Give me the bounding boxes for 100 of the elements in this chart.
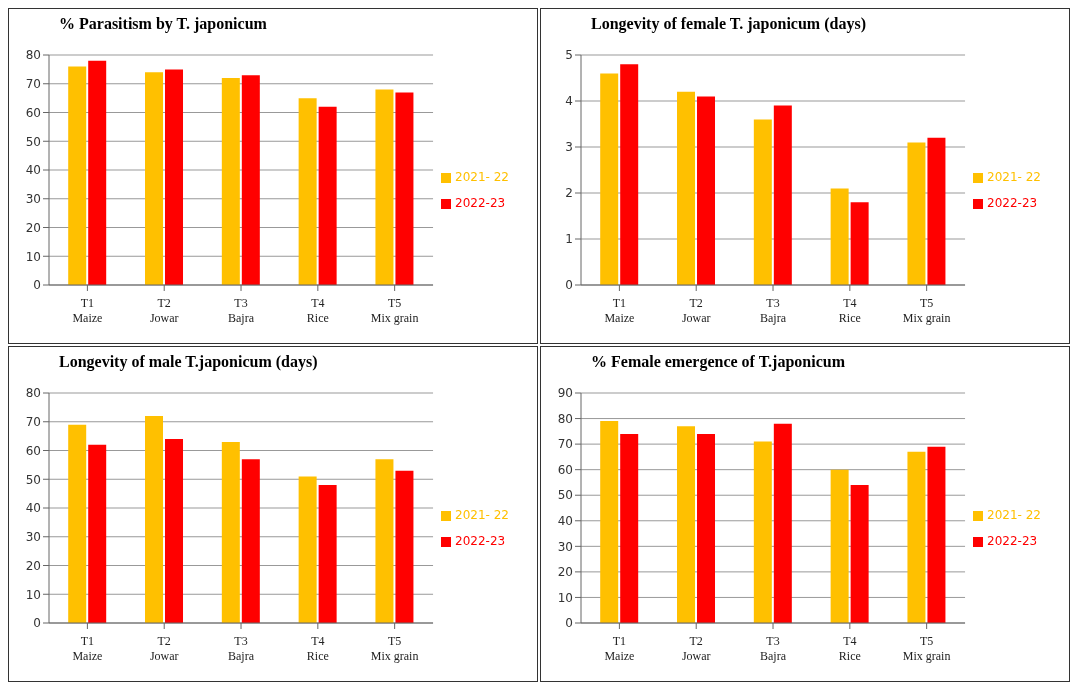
y-tick-label: 20 (25, 220, 41, 235)
y-tick-label: 80 (25, 48, 41, 63)
bar (620, 64, 639, 285)
bar (753, 441, 772, 623)
bar (68, 424, 87, 623)
bar (88, 444, 107, 623)
bar (221, 78, 240, 285)
y-tick-label: 0 (565, 278, 573, 293)
x-tick-label: T2 Jowar (149, 296, 179, 325)
y-tick-label: 10 (557, 590, 573, 605)
bar (318, 485, 337, 623)
bar (241, 459, 260, 623)
y-tick-label: 80 (557, 411, 573, 426)
bar (241, 75, 260, 285)
y-tick-label: 30 (557, 539, 573, 554)
bar (753, 119, 772, 285)
x-tick-label: T5 Mix grain (902, 634, 951, 663)
bar (88, 60, 107, 285)
y-tick-label: 70 (557, 437, 573, 452)
y-tick-label: 40 (557, 514, 573, 529)
y-tick-label: 60 (25, 105, 41, 120)
bar (221, 441, 240, 623)
y-tick-label: 80 (25, 386, 41, 401)
x-tick-label: T3 Bajra (228, 296, 255, 325)
bar (620, 433, 639, 623)
bar (298, 98, 317, 285)
y-tick-label: 60 (25, 443, 41, 458)
bar (145, 72, 164, 285)
x-tick-label: T3 Bajra (760, 296, 787, 325)
chart-title: Longevity of female T. japonicum (days) (590, 15, 867, 35)
x-tick-label: T4 Rice (838, 634, 861, 663)
legend-label: 2022-23 (455, 534, 506, 548)
y-tick-label: 70 (25, 415, 41, 430)
y-tick-label: 40 (25, 501, 41, 516)
bar (697, 96, 716, 285)
x-tick-label: T5 Mix grain (902, 296, 951, 325)
x-tick-label: T2 Jowar (681, 296, 711, 325)
legend-label: 2021- 22 (987, 508, 1041, 522)
bar (375, 459, 394, 623)
x-tick-label: T1 Maize (72, 296, 103, 325)
legend-label: 2021- 22 (987, 170, 1041, 184)
x-tick-label: T1 Maize (604, 634, 635, 663)
y-tick-label: 5 (565, 48, 573, 63)
y-tick-label: 90 (557, 386, 573, 401)
y-tick-label: 60 (557, 462, 573, 477)
x-tick-label: T2 Jowar (681, 634, 711, 663)
bar (677, 91, 696, 285)
chart-title: Longevity of male T.japonicum (days) (58, 353, 319, 373)
bar (375, 89, 394, 285)
bar (677, 426, 696, 623)
bar (600, 73, 619, 285)
x-tick-label: T5 Mix grain (370, 634, 419, 663)
y-tick-label: 2 (565, 186, 573, 201)
bar (927, 446, 946, 623)
y-tick-label: 10 (25, 249, 41, 264)
legend-label: 2021- 22 (455, 508, 509, 522)
bar (165, 439, 184, 623)
bar (68, 66, 87, 285)
bar (773, 105, 792, 285)
x-tick-label: T3 Bajra (760, 634, 787, 663)
y-tick-label: 0 (565, 616, 573, 631)
y-tick-label: 40 (25, 163, 41, 178)
y-tick-label: 70 (25, 77, 41, 92)
bar (600, 421, 619, 623)
x-tick-label: T4 Rice (306, 296, 329, 325)
y-tick-label: 30 (25, 192, 41, 207)
bar (907, 451, 926, 623)
bar (395, 470, 414, 623)
y-tick-label: 20 (557, 565, 573, 580)
x-tick-label: T1 Maize (72, 634, 103, 663)
bar (395, 92, 414, 285)
bar (298, 476, 317, 623)
x-tick-label: T4 Rice (306, 634, 329, 663)
y-tick-label: 30 (25, 530, 41, 545)
bar (773, 423, 792, 623)
y-tick-label: 50 (25, 472, 41, 487)
legend-label: 2022-23 (987, 196, 1038, 210)
x-tick-label: T5 Mix grain (370, 296, 419, 325)
bar (145, 416, 164, 623)
legend-label: 2021- 22 (455, 170, 509, 184)
bar (927, 137, 946, 285)
legend-label: 2022-23 (455, 196, 506, 210)
bar (850, 485, 869, 623)
chart-title: % Parasitism by T. japonicum (58, 15, 268, 35)
y-tick-label: 0 (33, 278, 41, 293)
y-tick-label: 50 (557, 488, 573, 503)
bar (318, 106, 337, 285)
y-tick-label: 0 (33, 616, 41, 631)
x-tick-label: T3 Bajra (228, 634, 255, 663)
chart-title: % Female emergence of T.japonicum (590, 353, 846, 373)
y-tick-label: 4 (565, 94, 573, 109)
x-tick-label: T4 Rice (838, 296, 861, 325)
legend-label: 2022-23 (987, 534, 1038, 548)
x-tick-label: T1 Maize (604, 296, 635, 325)
bar (165, 69, 184, 285)
bar (907, 142, 926, 285)
bar (697, 433, 716, 623)
y-tick-label: 10 (25, 587, 41, 602)
bar (830, 188, 849, 285)
y-tick-label: 1 (565, 232, 573, 247)
